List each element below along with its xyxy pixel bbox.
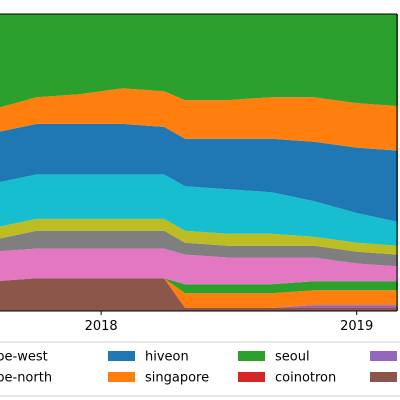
x-tick-label: 2018 [85, 319, 118, 334]
legend-swatch [370, 351, 397, 361]
legend-swatch [108, 372, 135, 382]
legend-swatch [370, 372, 397, 382]
legend-label: europe-west [0, 350, 48, 365]
area-series-layer-7 [0, 174, 398, 246]
area-series-layer-4 [0, 248, 398, 285]
legend-label: europe-north [0, 371, 52, 386]
area-series-singapore [0, 88, 398, 151]
area-series-layer-0 [0, 278, 398, 311]
x-axis-ticks: 2018 2019 [85, 311, 373, 334]
legend-swatch [238, 351, 265, 361]
x-tick-label: 2019 [340, 319, 373, 334]
legend-label: singapore [145, 371, 209, 386]
legend: europe-west europe-north hiveon singapore se… [0, 341, 400, 397]
axes-frame [0, 13, 398, 312]
area-series-group [0, 14, 398, 311]
area-series-layer-3 [0, 278, 398, 294]
area-series-hiveon [0, 123, 398, 222]
legend-label: hiveon [145, 350, 189, 365]
area-series-seoul [0, 14, 398, 108]
legend-label: coinotron [275, 371, 336, 386]
legend-frame [0, 341, 400, 397]
legend-swatch [108, 351, 135, 361]
legend-label: seoul [275, 350, 310, 365]
area-series-layer-6 [0, 218, 398, 255]
area-series-layer-2 [0, 278, 398, 308]
area-series-layer-5 [0, 230, 398, 267]
legend-swatch [238, 372, 265, 382]
